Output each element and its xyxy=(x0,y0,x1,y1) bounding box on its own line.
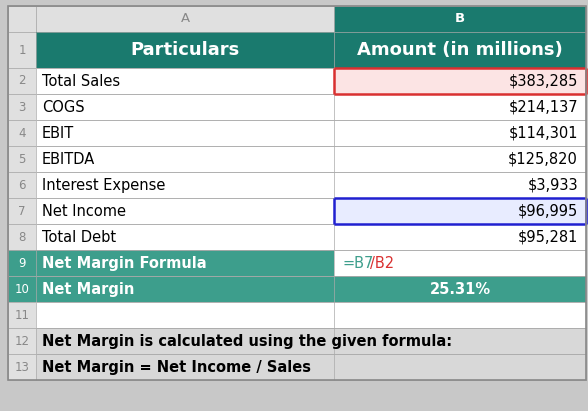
Text: 9: 9 xyxy=(18,256,26,270)
Bar xyxy=(8,146,36,172)
Text: Total Sales: Total Sales xyxy=(42,74,120,88)
Bar xyxy=(334,250,586,276)
Text: 6: 6 xyxy=(18,178,26,192)
Text: $214,137: $214,137 xyxy=(509,99,578,115)
Bar xyxy=(36,224,334,250)
Bar xyxy=(334,32,586,68)
Bar xyxy=(334,68,586,94)
Bar xyxy=(8,328,36,354)
Bar xyxy=(36,68,334,94)
Bar xyxy=(334,276,586,302)
Bar xyxy=(8,68,36,94)
Bar xyxy=(8,354,36,380)
Bar xyxy=(36,172,334,198)
Bar xyxy=(36,354,586,380)
Bar xyxy=(334,146,586,172)
Bar xyxy=(36,198,334,224)
Text: $114,301: $114,301 xyxy=(509,125,578,141)
Text: $125,820: $125,820 xyxy=(508,152,578,166)
Text: B: B xyxy=(455,12,465,25)
Text: Net Margin: Net Margin xyxy=(42,282,135,296)
Text: COGS: COGS xyxy=(42,99,85,115)
Bar xyxy=(36,146,334,172)
Text: Net Margin is calculated using the given formula:: Net Margin is calculated using the given… xyxy=(42,333,452,349)
Text: Net Income: Net Income xyxy=(42,203,126,219)
Bar xyxy=(8,250,36,276)
Bar xyxy=(334,6,586,32)
Text: Amount (in millions): Amount (in millions) xyxy=(357,41,563,59)
Bar xyxy=(36,250,334,276)
Bar xyxy=(8,120,36,146)
Text: $3,933: $3,933 xyxy=(527,178,578,192)
Bar xyxy=(8,32,36,68)
Bar xyxy=(36,120,334,146)
Text: $95,281: $95,281 xyxy=(517,229,578,245)
Bar xyxy=(36,328,586,354)
Text: $383,285: $383,285 xyxy=(509,74,578,88)
Bar xyxy=(36,6,334,32)
Text: 25.31%: 25.31% xyxy=(429,282,490,296)
Bar xyxy=(36,94,334,120)
Bar xyxy=(8,94,36,120)
Bar xyxy=(334,224,586,250)
Text: 13: 13 xyxy=(15,360,29,374)
Bar xyxy=(334,172,586,198)
Text: 7: 7 xyxy=(18,205,26,217)
Bar xyxy=(334,94,586,120)
Text: 4: 4 xyxy=(18,127,26,139)
Text: Total Debt: Total Debt xyxy=(42,229,116,245)
Text: EBIT: EBIT xyxy=(42,125,74,141)
Text: EBITDA: EBITDA xyxy=(42,152,95,166)
Bar xyxy=(8,302,36,328)
Bar xyxy=(334,120,586,146)
Text: Particulars: Particulars xyxy=(131,41,240,59)
Text: Interest Expense: Interest Expense xyxy=(42,178,165,192)
Text: A: A xyxy=(181,12,189,25)
Text: 5: 5 xyxy=(18,152,26,166)
Text: 8: 8 xyxy=(18,231,26,243)
Bar xyxy=(8,224,36,250)
Bar xyxy=(334,198,586,224)
Text: Net Margin Formula: Net Margin Formula xyxy=(42,256,206,270)
Text: 12: 12 xyxy=(15,335,29,347)
Text: 10: 10 xyxy=(15,282,29,296)
Bar xyxy=(8,6,36,32)
Text: 11: 11 xyxy=(15,309,29,321)
Text: Net Margin = Net Income / Sales: Net Margin = Net Income / Sales xyxy=(42,360,311,374)
Bar xyxy=(8,172,36,198)
Text: 1: 1 xyxy=(18,44,26,56)
Text: =B7: =B7 xyxy=(342,256,373,270)
Text: 3: 3 xyxy=(18,101,26,113)
Text: /B2: /B2 xyxy=(370,256,394,270)
Bar xyxy=(36,302,586,328)
Text: 2: 2 xyxy=(18,74,26,88)
Bar xyxy=(36,276,334,302)
Bar xyxy=(8,198,36,224)
Bar xyxy=(36,32,334,68)
Text: $96,995: $96,995 xyxy=(518,203,578,219)
Bar xyxy=(8,276,36,302)
